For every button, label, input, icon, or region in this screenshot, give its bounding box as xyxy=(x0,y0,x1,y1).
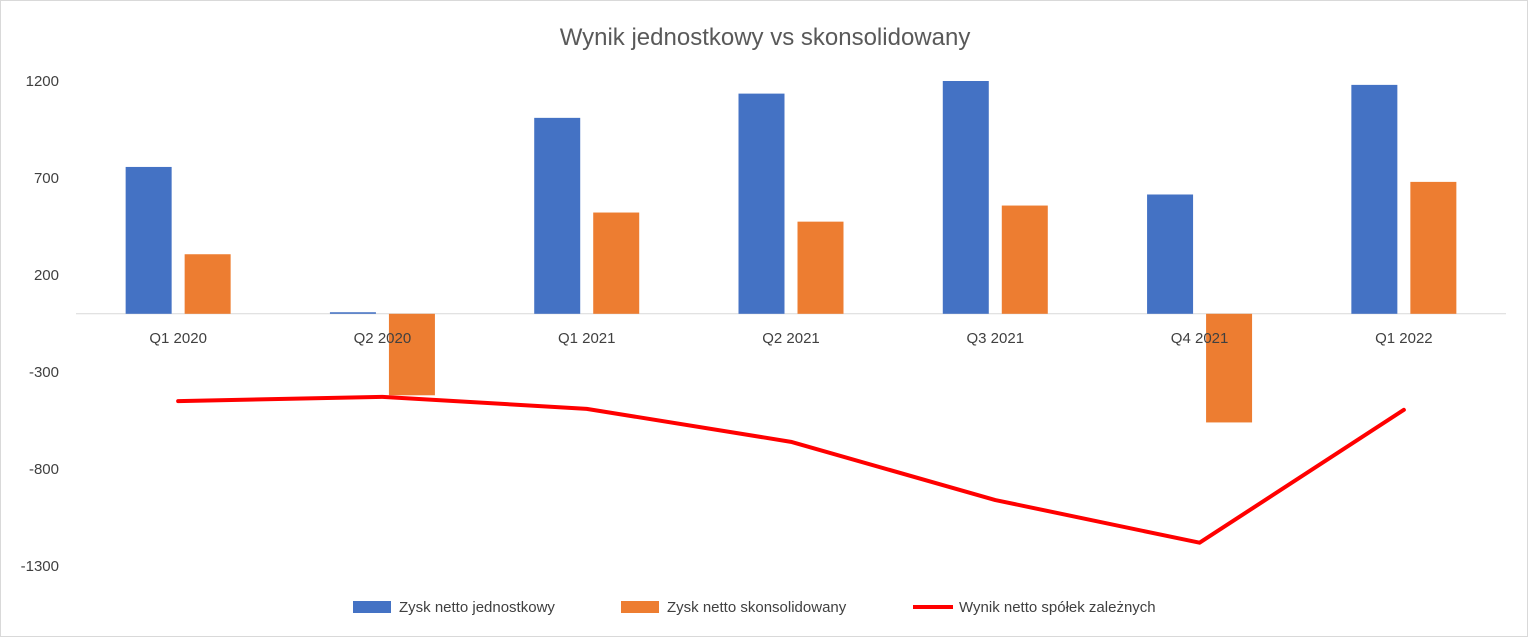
bar-skonsolidowany xyxy=(797,221,844,314)
chart-title: Wynik jednostkowy vs skonsolidowany xyxy=(560,24,971,51)
y-tick-label: -300 xyxy=(29,364,59,381)
x-axis-labels: Q1 2020 Q2 2020 Q1 2021 Q2 2021 Q3 2021 Q4 20… xyxy=(149,330,1432,347)
y-tick-label: 1200 xyxy=(26,73,59,90)
bar-skonsolidowany xyxy=(1206,313,1253,423)
bar-skonsolidowany xyxy=(184,254,231,314)
y-axis-ticks: 1200 700 200 -300 -800 -1300 xyxy=(21,73,59,575)
bar-skonsolidowany xyxy=(593,212,640,314)
x-tick-label: Q2 2020 xyxy=(354,330,412,347)
legend-label: Zysk netto jednostkowy xyxy=(399,599,555,616)
x-tick-label: Q1 2021 xyxy=(558,330,616,347)
bar-jednostkowy xyxy=(125,166,172,314)
bar-jednostkowy xyxy=(942,81,989,314)
bar-jednostkowy xyxy=(1351,84,1398,314)
bar-jednostkowy xyxy=(1147,194,1194,314)
x-tick-label: Q3 2021 xyxy=(967,330,1025,347)
x-tick-label: Q4 2021 xyxy=(1171,330,1229,347)
legend-label: Wynik netto spółek zależnych xyxy=(959,599,1156,616)
legend-swatch xyxy=(621,601,659,613)
legend-swatch xyxy=(353,601,391,613)
bar-jednostkowy xyxy=(534,117,581,314)
y-tick-label: -800 xyxy=(29,461,59,478)
y-tick-label: -1300 xyxy=(21,558,59,575)
bar-skonsolidowany xyxy=(388,313,435,396)
bar-jednostkowy xyxy=(329,312,376,314)
legend: Zysk netto jednostkowy Zysk netto skonsol… xyxy=(353,599,1156,616)
bar-skonsolidowany xyxy=(1001,205,1048,314)
bar-skonsolidowany xyxy=(1410,181,1457,314)
bar-series-group xyxy=(125,81,1457,423)
bar-jednostkowy xyxy=(738,93,785,314)
x-tick-label: Q2 2021 xyxy=(762,330,820,347)
x-tick-label: Q1 2020 xyxy=(149,330,207,347)
line-wynik-spolek-zaleznych xyxy=(176,394,1406,545)
line-series-group xyxy=(176,394,1406,545)
legend-label: Zysk netto skonsolidowany xyxy=(667,599,847,616)
y-tick-label: 700 xyxy=(34,170,59,187)
y-tick-label: 200 xyxy=(34,267,59,284)
x-tick-label: Q1 2022 xyxy=(1375,330,1433,347)
